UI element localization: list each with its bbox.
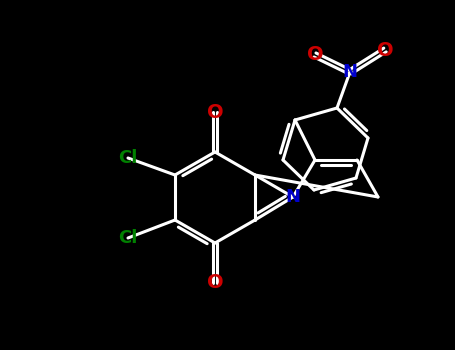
Text: O: O: [377, 41, 393, 60]
Text: N: N: [343, 63, 358, 81]
Text: Cl: Cl: [118, 149, 138, 167]
Text: N: N: [285, 188, 300, 206]
Text: O: O: [307, 46, 324, 64]
Text: Cl: Cl: [118, 229, 138, 247]
Text: O: O: [207, 103, 223, 121]
Text: O: O: [207, 273, 223, 293]
